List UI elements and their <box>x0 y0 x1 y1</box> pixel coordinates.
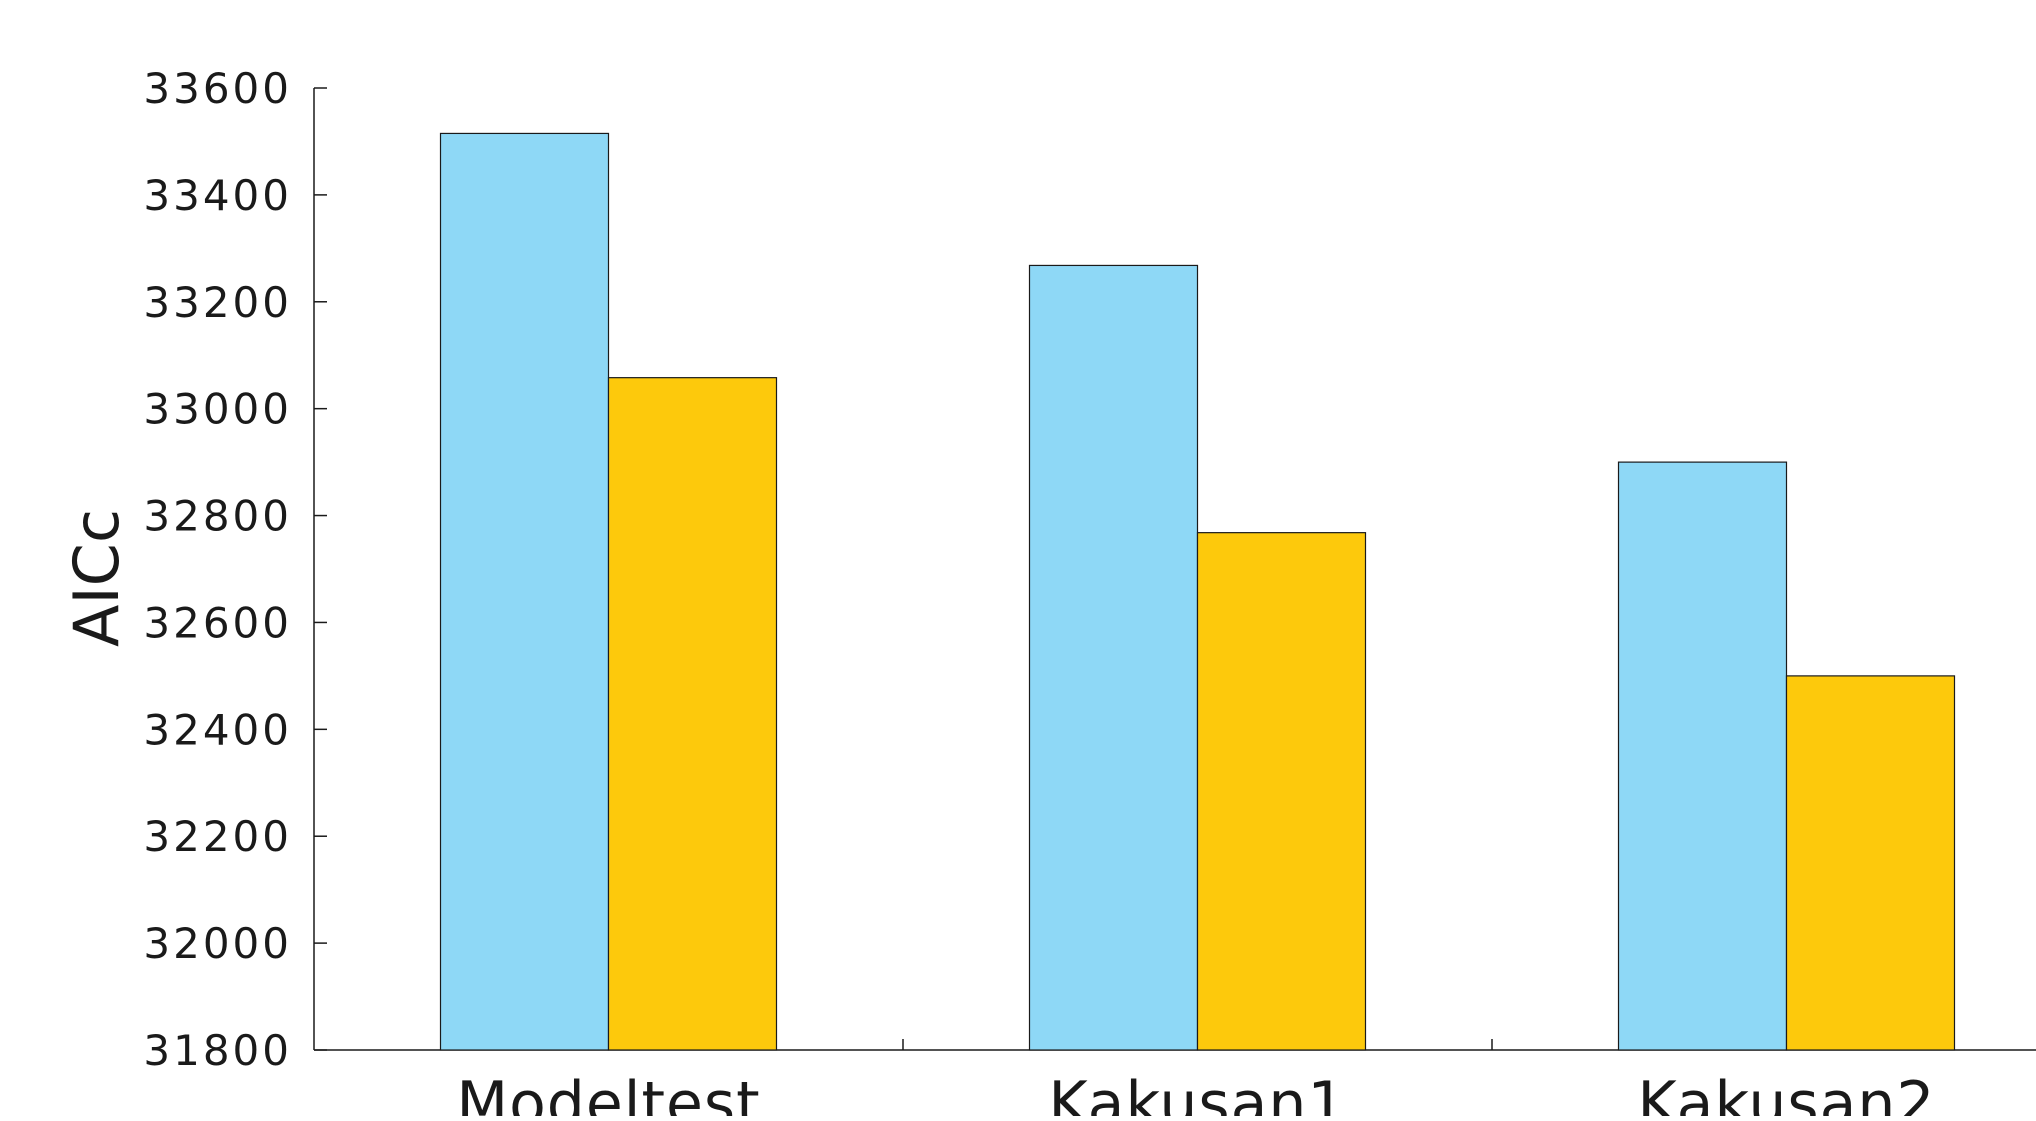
x-category-label: Kakusan2 <box>1637 1069 1935 1116</box>
y-tick-label: 32600 <box>143 598 292 647</box>
bar-kakusan1-series1 <box>1028 264 1199 1051</box>
y-tick-label: 32400 <box>143 705 292 754</box>
y-tick-label: 33600 <box>143 64 292 113</box>
bar-kakusan2-series2 <box>1785 675 1956 1051</box>
x-category-label: Modeltest <box>456 1069 760 1116</box>
y-tick-label: 32000 <box>143 919 292 968</box>
y-tick-label: 32200 <box>143 812 292 861</box>
bar-modeltest-series1 <box>439 132 610 1051</box>
y-tick-label: 33200 <box>143 278 292 327</box>
x-category-label: Kakusan1 <box>1048 1069 1346 1116</box>
y-tick-label: 32800 <box>143 492 292 541</box>
y-tick-label: 31800 <box>143 1026 292 1075</box>
y-tick-label: 33400 <box>143 171 292 220</box>
bar-kakusan1-series2 <box>1196 532 1367 1051</box>
y-tick-label: 33000 <box>143 385 292 434</box>
bar-modeltest-series2 <box>607 377 778 1051</box>
y-axis-title: AICc <box>60 509 133 647</box>
bar-kakusan2-series1 <box>1617 461 1788 1051</box>
